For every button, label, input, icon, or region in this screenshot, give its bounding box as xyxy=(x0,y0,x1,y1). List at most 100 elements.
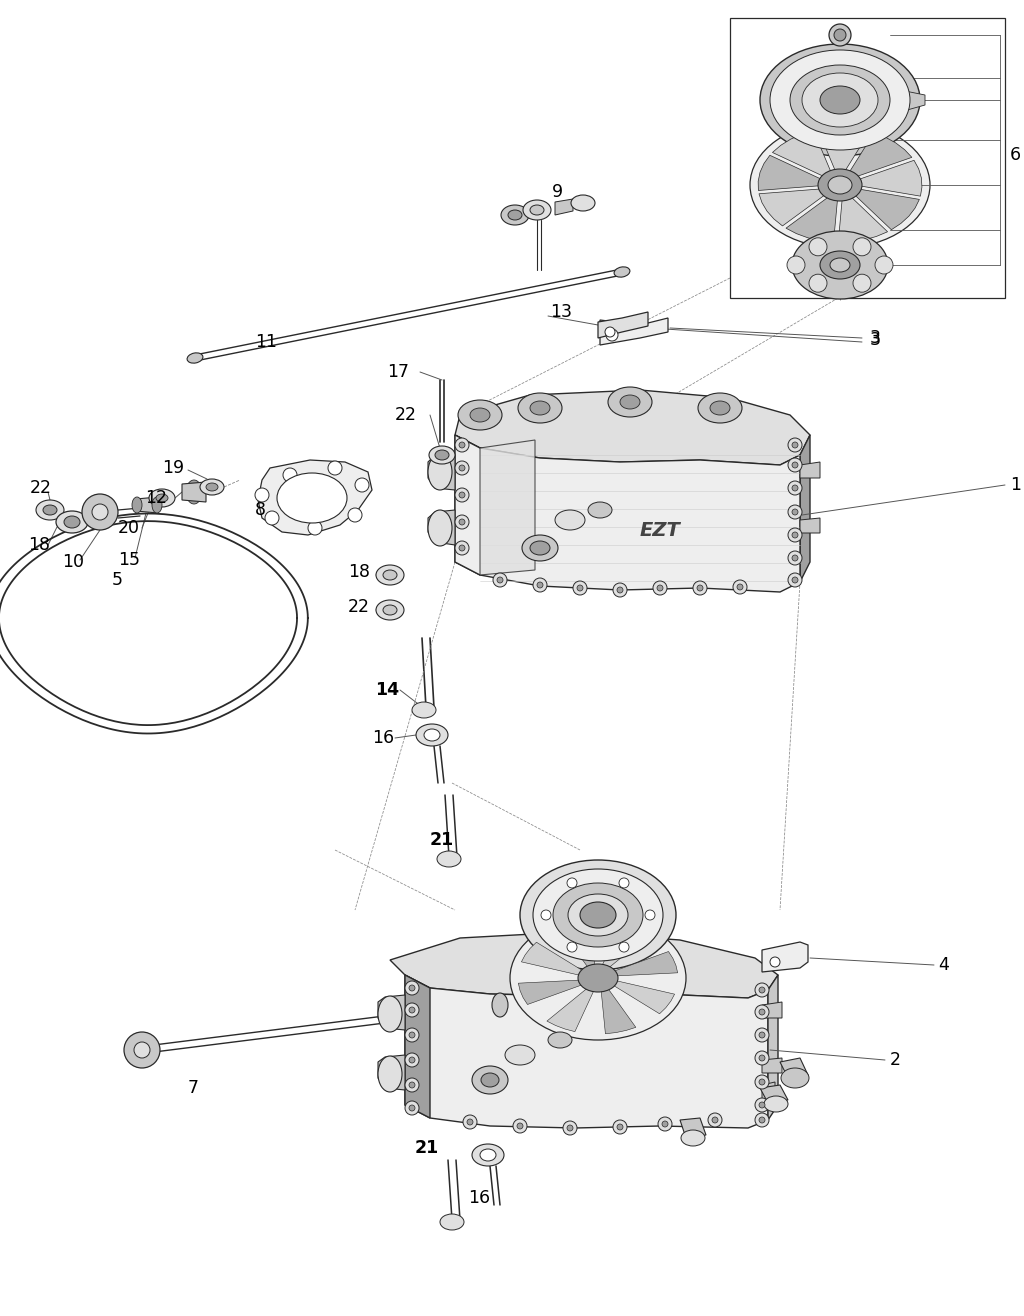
Polygon shape xyxy=(800,436,810,582)
Circle shape xyxy=(788,505,802,519)
Polygon shape xyxy=(610,980,675,1013)
Circle shape xyxy=(755,1075,769,1090)
Ellipse shape xyxy=(802,72,878,128)
Text: 22: 22 xyxy=(395,407,417,424)
Text: 12: 12 xyxy=(145,490,167,507)
Ellipse shape xyxy=(428,511,452,546)
Ellipse shape xyxy=(820,86,860,114)
Circle shape xyxy=(513,1119,527,1133)
Circle shape xyxy=(618,942,629,951)
Ellipse shape xyxy=(36,500,63,520)
Circle shape xyxy=(788,551,802,565)
Polygon shape xyxy=(800,519,820,533)
Circle shape xyxy=(459,442,465,447)
Ellipse shape xyxy=(200,479,224,495)
Polygon shape xyxy=(455,436,800,592)
Circle shape xyxy=(788,528,802,542)
Ellipse shape xyxy=(186,480,202,504)
Circle shape xyxy=(406,1003,419,1017)
Circle shape xyxy=(788,458,802,472)
Text: 15: 15 xyxy=(118,551,140,569)
Circle shape xyxy=(577,586,583,591)
Ellipse shape xyxy=(152,497,162,513)
Ellipse shape xyxy=(580,901,616,928)
Ellipse shape xyxy=(428,454,452,490)
Ellipse shape xyxy=(378,1055,402,1092)
Text: 1: 1 xyxy=(1010,476,1021,494)
Ellipse shape xyxy=(206,483,218,491)
Ellipse shape xyxy=(150,490,175,507)
Ellipse shape xyxy=(429,446,455,465)
Circle shape xyxy=(755,1098,769,1112)
Circle shape xyxy=(755,1051,769,1065)
Polygon shape xyxy=(547,986,595,1032)
Circle shape xyxy=(92,504,108,520)
Circle shape xyxy=(455,488,469,501)
Ellipse shape xyxy=(553,883,643,948)
Ellipse shape xyxy=(378,996,402,1032)
Circle shape xyxy=(541,909,551,920)
Circle shape xyxy=(788,572,802,587)
Circle shape xyxy=(459,545,465,551)
Text: 20: 20 xyxy=(118,519,140,537)
Circle shape xyxy=(613,583,627,597)
Ellipse shape xyxy=(578,965,618,992)
Ellipse shape xyxy=(505,1045,535,1065)
Circle shape xyxy=(455,461,469,475)
Polygon shape xyxy=(598,312,648,338)
Circle shape xyxy=(853,238,871,255)
Polygon shape xyxy=(762,942,808,973)
Circle shape xyxy=(517,1123,523,1129)
Ellipse shape xyxy=(508,211,522,220)
Text: 19: 19 xyxy=(162,459,184,476)
Circle shape xyxy=(770,957,780,967)
Circle shape xyxy=(567,942,577,951)
Circle shape xyxy=(792,442,798,447)
Circle shape xyxy=(759,987,765,994)
Ellipse shape xyxy=(750,122,930,247)
Circle shape xyxy=(653,580,667,595)
Text: 10: 10 xyxy=(62,553,84,571)
Polygon shape xyxy=(857,161,922,196)
Text: 9: 9 xyxy=(552,183,563,201)
Bar xyxy=(730,18,1005,297)
Ellipse shape xyxy=(440,1213,464,1230)
Ellipse shape xyxy=(501,205,529,225)
Circle shape xyxy=(792,509,798,515)
Ellipse shape xyxy=(820,251,860,279)
Ellipse shape xyxy=(376,600,404,620)
Circle shape xyxy=(809,238,827,255)
Circle shape xyxy=(409,1032,415,1038)
Ellipse shape xyxy=(132,497,142,513)
Polygon shape xyxy=(428,455,455,490)
Circle shape xyxy=(617,587,623,594)
Text: 3: 3 xyxy=(870,329,881,347)
Text: 21: 21 xyxy=(430,830,455,849)
Ellipse shape xyxy=(698,393,742,422)
Ellipse shape xyxy=(187,353,203,363)
Circle shape xyxy=(406,1028,419,1042)
Ellipse shape xyxy=(828,176,852,193)
Circle shape xyxy=(409,1105,415,1111)
Ellipse shape xyxy=(376,565,404,586)
Ellipse shape xyxy=(510,916,686,1040)
Polygon shape xyxy=(258,461,372,536)
Polygon shape xyxy=(768,975,778,1120)
Circle shape xyxy=(534,578,547,592)
Circle shape xyxy=(792,462,798,468)
Ellipse shape xyxy=(614,267,630,278)
Ellipse shape xyxy=(492,994,508,1017)
Text: 11: 11 xyxy=(255,333,278,351)
Circle shape xyxy=(618,878,629,888)
Polygon shape xyxy=(758,155,823,191)
Polygon shape xyxy=(378,1055,406,1090)
Ellipse shape xyxy=(435,450,449,461)
Text: 22: 22 xyxy=(30,479,52,497)
Polygon shape xyxy=(521,942,586,976)
Circle shape xyxy=(708,1113,722,1126)
Circle shape xyxy=(409,1057,415,1063)
Circle shape xyxy=(755,1005,769,1019)
Ellipse shape xyxy=(416,724,449,746)
Circle shape xyxy=(459,465,465,471)
Circle shape xyxy=(755,1028,769,1042)
